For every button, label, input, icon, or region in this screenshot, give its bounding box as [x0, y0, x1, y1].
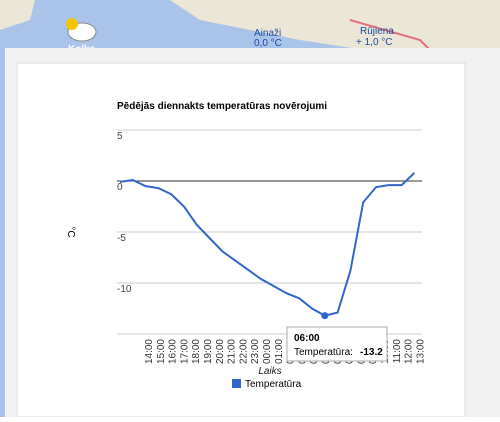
map-label: Rūjiena: [360, 26, 394, 37]
y-tick-label: 5: [117, 131, 123, 142]
y-tick-label: 0: [117, 182, 123, 193]
line-series: [119, 172, 416, 317]
x-tick-label: 22:00: [238, 339, 249, 364]
point: [321, 312, 329, 320]
sun-icon: [66, 18, 78, 30]
x-tick-label: 18:00: [191, 339, 202, 364]
chart-title: Pēdējās diennakts temperatūras novērojum…: [117, 101, 327, 112]
y-tick-label: -5: [117, 233, 126, 244]
x-tick-label: 23:00: [250, 339, 261, 364]
x-tick-label: 19:00: [203, 339, 214, 364]
tooltip: 06:00 Temperatūra: -13.2: [286, 326, 388, 362]
x-tick-label: 12:00: [404, 339, 415, 364]
x-tick-label: 13:00: [415, 339, 426, 364]
chart-card: [16, 62, 466, 418]
map-label: 0,0 °C: [254, 38, 282, 49]
tooltip-label: Temperatūra:: [294, 347, 353, 358]
x-tick-label: 00:00: [262, 339, 273, 364]
y-axis-title: °C: [65, 226, 76, 237]
tooltip-value: -13.2: [360, 347, 383, 358]
x-tick-label: 11:00: [392, 339, 403, 364]
map-label: + 1,0 °C: [356, 37, 393, 48]
x-axis-title: Laiks: [258, 366, 281, 377]
x-tick-label: 17:00: [179, 339, 190, 364]
tooltip-box: [286, 326, 388, 362]
x-tick-label: 21:00: [227, 339, 238, 364]
x-tick-label: 14:00: [144, 339, 155, 364]
tooltip-category: 06:00: [294, 333, 320, 344]
y-tick-label: -10: [117, 284, 132, 295]
x-tick-label: 16:00: [168, 339, 179, 364]
x-tick-label: 20:00: [215, 339, 226, 364]
legend-label: Temperatūra: [245, 379, 302, 390]
x-tick-label: 15:00: [156, 339, 167, 364]
x-tick-label: 01:00: [274, 339, 285, 364]
map-label: Ainaži: [254, 28, 281, 39]
land: [0, 0, 35, 30]
legend-swatch: [232, 379, 241, 388]
